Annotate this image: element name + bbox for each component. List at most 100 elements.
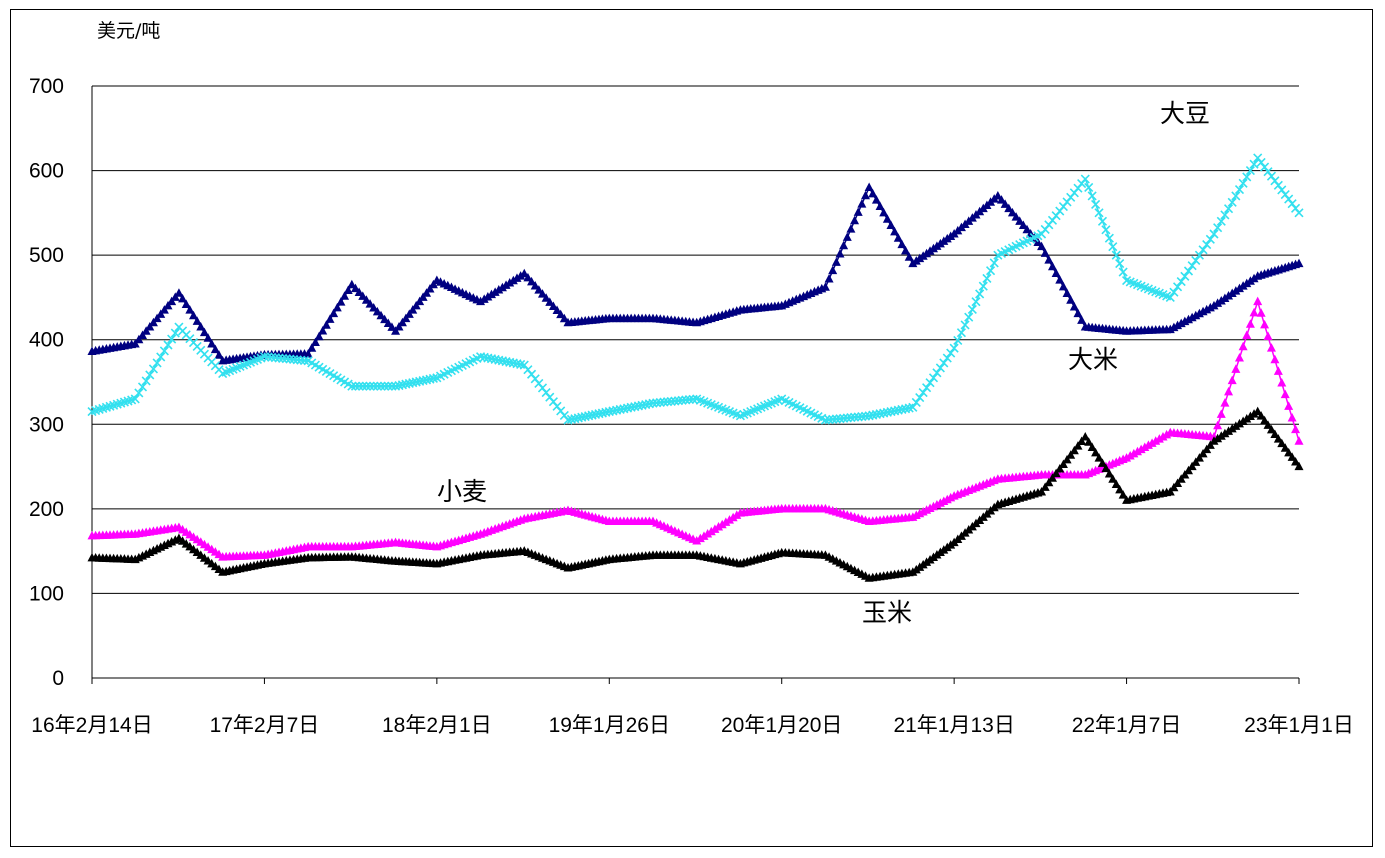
marker bbox=[967, 304, 977, 314]
marker bbox=[408, 378, 418, 388]
marker bbox=[1277, 438, 1287, 448]
marker bbox=[1176, 277, 1186, 287]
marker bbox=[428, 373, 438, 384]
marker bbox=[207, 338, 217, 348]
marker bbox=[516, 271, 526, 280]
marker bbox=[1047, 261, 1057, 271]
x-tick-label-1: 17年2月7日 bbox=[210, 714, 320, 737]
marker bbox=[732, 510, 742, 519]
marker bbox=[1066, 450, 1076, 459]
marker bbox=[1266, 171, 1277, 181]
series-line-1 bbox=[91, 156, 1300, 421]
marker bbox=[397, 380, 408, 390]
marker bbox=[1280, 443, 1290, 452]
marker bbox=[1051, 468, 1061, 478]
marker bbox=[401, 379, 411, 389]
marker bbox=[174, 288, 184, 297]
marker bbox=[1007, 207, 1017, 217]
annotation-3: 玉米 bbox=[862, 598, 912, 627]
marker bbox=[152, 358, 162, 368]
marker bbox=[321, 320, 331, 329]
marker bbox=[824, 415, 834, 425]
marker bbox=[695, 533, 705, 543]
marker bbox=[156, 352, 166, 362]
marker bbox=[1101, 463, 1111, 473]
marker bbox=[1094, 453, 1104, 462]
marker bbox=[340, 291, 350, 300]
marker bbox=[1280, 189, 1290, 200]
marker bbox=[372, 306, 382, 316]
marker bbox=[1266, 424, 1276, 434]
series-1 bbox=[87, 153, 1304, 425]
marker bbox=[148, 364, 159, 374]
marker bbox=[259, 352, 269, 362]
marker bbox=[580, 411, 590, 422]
marker bbox=[1227, 288, 1237, 298]
series-3 bbox=[87, 406, 1304, 582]
marker bbox=[523, 272, 533, 282]
marker bbox=[1080, 174, 1090, 184]
marker bbox=[1111, 250, 1121, 260]
marker bbox=[1245, 319, 1255, 328]
marker bbox=[527, 276, 537, 286]
marker bbox=[573, 413, 583, 423]
marker bbox=[285, 354, 295, 364]
marker bbox=[597, 408, 607, 418]
marker bbox=[1291, 424, 1301, 434]
marker bbox=[350, 381, 361, 391]
marker bbox=[673, 396, 684, 406]
marker bbox=[314, 331, 324, 341]
marker bbox=[318, 325, 328, 335]
marker bbox=[296, 355, 306, 365]
marker bbox=[964, 312, 974, 322]
marker bbox=[1191, 255, 1201, 265]
marker bbox=[343, 285, 353, 295]
marker bbox=[820, 282, 830, 291]
marker bbox=[1180, 271, 1190, 281]
marker bbox=[670, 396, 680, 406]
marker bbox=[278, 353, 288, 363]
marker bbox=[476, 296, 486, 306]
marker bbox=[935, 363, 945, 373]
marker bbox=[404, 378, 414, 388]
marker bbox=[1263, 420, 1273, 429]
marker bbox=[932, 368, 942, 378]
marker bbox=[1091, 447, 1101, 457]
marker bbox=[1238, 341, 1248, 351]
series-2 bbox=[87, 296, 1304, 561]
marker bbox=[1216, 431, 1226, 440]
marker bbox=[380, 381, 390, 391]
marker bbox=[1280, 389, 1290, 399]
marker bbox=[1238, 178, 1248, 188]
marker bbox=[1270, 354, 1280, 364]
marker bbox=[1077, 315, 1087, 324]
marker bbox=[1270, 429, 1280, 439]
marker bbox=[1216, 216, 1226, 226]
y-tick-label-600: 600 bbox=[29, 160, 64, 183]
marker bbox=[519, 268, 529, 278]
marker bbox=[846, 224, 856, 233]
marker bbox=[1284, 194, 1294, 204]
marker bbox=[692, 535, 702, 545]
marker bbox=[1284, 401, 1294, 410]
marker bbox=[1084, 437, 1094, 446]
marker bbox=[534, 285, 544, 294]
marker bbox=[418, 376, 428, 386]
marker bbox=[274, 353, 284, 363]
marker bbox=[875, 201, 885, 211]
marker bbox=[1187, 261, 1197, 271]
marker bbox=[394, 380, 404, 391]
marker bbox=[1097, 216, 1108, 226]
marker bbox=[839, 240, 849, 250]
marker bbox=[1108, 474, 1118, 483]
marker bbox=[415, 376, 425, 386]
series-markers-3 bbox=[87, 406, 1304, 582]
marker bbox=[949, 343, 959, 353]
marker bbox=[1022, 224, 1032, 234]
marker bbox=[1245, 411, 1255, 421]
marker bbox=[842, 232, 852, 241]
marker bbox=[594, 409, 604, 419]
marker bbox=[853, 412, 863, 422]
marker bbox=[570, 414, 580, 424]
marker bbox=[383, 381, 393, 391]
